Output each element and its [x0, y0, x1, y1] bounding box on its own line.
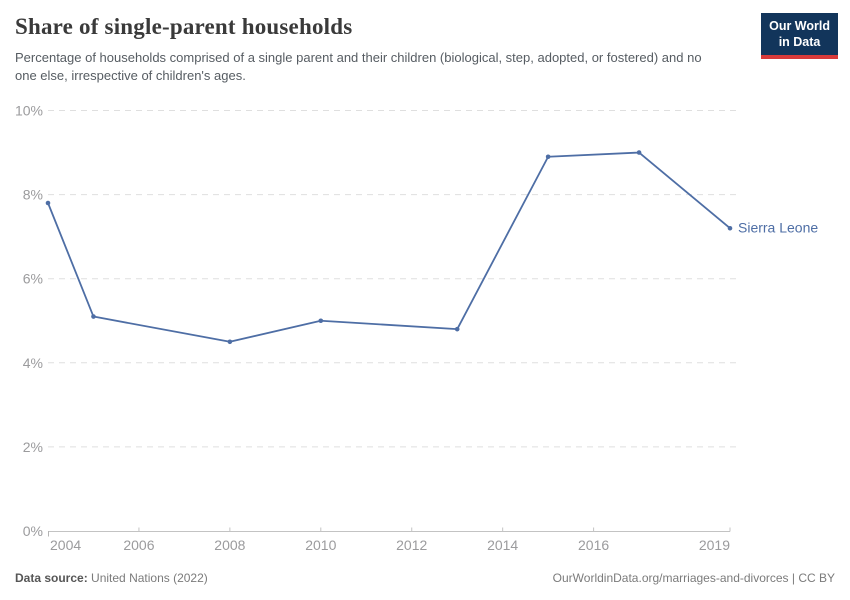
series-label-sierra-leone[interactable]: Sierra Leone: [738, 220, 818, 236]
x-axis-tick-label: 2016: [578, 537, 609, 553]
owid-logo-red-bar: [761, 54, 838, 59]
series-line-sierra-leone[interactable]: [47, 151, 731, 343]
chart-subtitle: Percentage of households comprised of a …: [15, 50, 702, 84]
y-axis-tick-label: 0%: [23, 523, 43, 539]
y-axis-tick-label: 4%: [23, 355, 43, 371]
y-axis-tick-label: 6%: [23, 271, 43, 287]
chart-header: Share of single-parent households Percen…: [15, 14, 715, 86]
data-point-sierra-leone-2015[interactable]: [545, 154, 551, 160]
x-axis-tick-label: 2006: [123, 537, 154, 553]
owid-logo-line1: Our World: [769, 19, 830, 33]
chart-title: Share of single-parent households: [15, 14, 353, 39]
data-point-sierra-leone-2010[interactable]: [318, 318, 324, 324]
x-axis-tick-label: 2019: [699, 537, 730, 553]
x-axis-tick-label: 2004: [50, 537, 81, 553]
data-point-sierra-leone-2019[interactable]: [727, 225, 733, 231]
x-axis-tick-label: 2010: [305, 537, 336, 553]
y-axis-tick-label: 10%: [15, 103, 43, 119]
y-axis-tick-label: 8%: [23, 187, 43, 203]
data-source-value: United Nations (2022): [91, 571, 208, 585]
owid-citation-link[interactable]: OurWorldinData.org/marriages-and-divorce…: [552, 571, 835, 585]
data-source-label: Data source:: [15, 571, 88, 585]
x-axis-tick-label: 2012: [396, 537, 427, 553]
data-point-sierra-leone-2004[interactable]: [45, 200, 51, 206]
owid-logo: Our World in Data: [761, 13, 838, 59]
chart-footer: Data source: United Nations (2022) OurWo…: [15, 571, 835, 585]
y-axis-tick-label: 2%: [23, 439, 43, 455]
owid-logo-line2: in Data: [778, 35, 821, 50]
data-point-sierra-leone-2013[interactable]: [454, 326, 460, 332]
data-source-note: Data source: United Nations (2022): [15, 571, 208, 585]
x-axis-tick-label: 2008: [214, 537, 245, 553]
data-point-sierra-leone-2017[interactable]: [636, 150, 642, 155]
data-point-sierra-leone-2005[interactable]: [91, 314, 96, 319]
owid-logo-text: Our World in Data: [761, 13, 838, 55]
data-point-sierra-leone-2008[interactable]: [227, 339, 233, 345]
x-axis-tick-label: 2014: [487, 537, 518, 553]
